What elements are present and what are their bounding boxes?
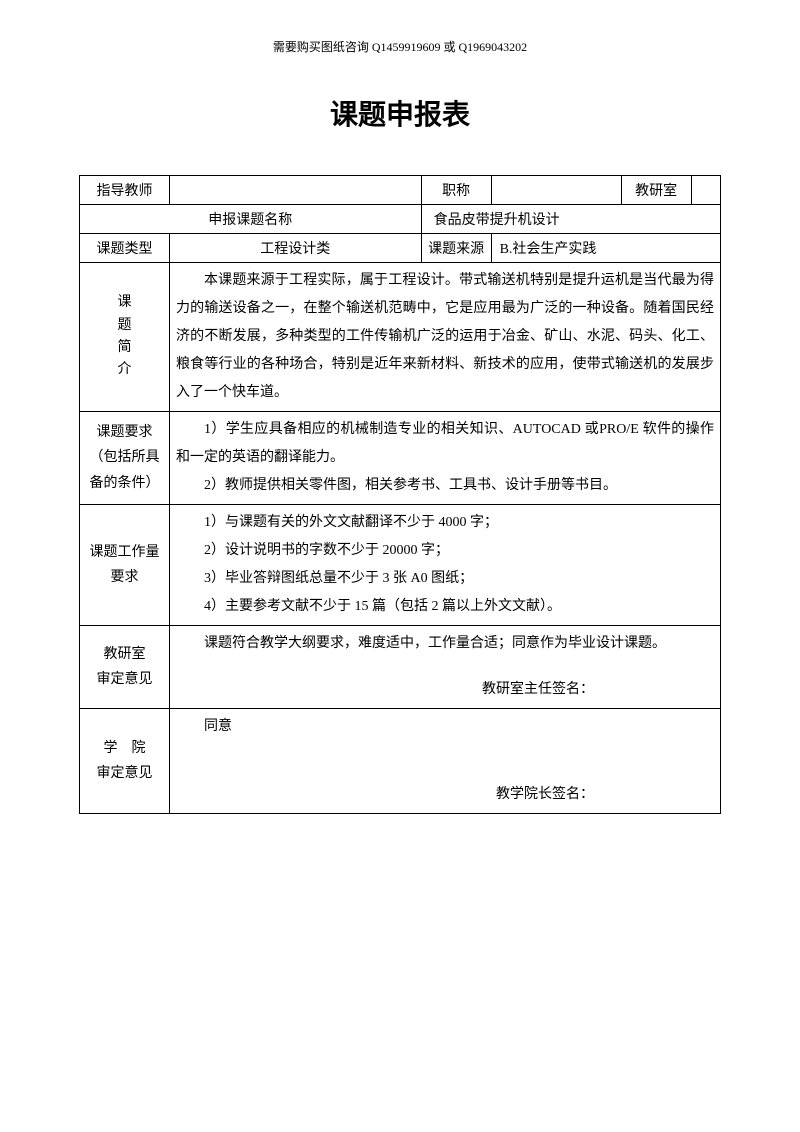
row-college-opinion: 学 院 审定意见 同意 教学院长签名： bbox=[80, 709, 721, 814]
form-title: 课题申报表 bbox=[0, 93, 800, 133]
value-office bbox=[691, 176, 720, 205]
label-workload: 课题工作量 要求 bbox=[80, 505, 170, 626]
value-instructor bbox=[170, 176, 422, 205]
label-char: 介 bbox=[86, 359, 163, 381]
college-signature: 教学院长签名： bbox=[176, 781, 714, 809]
application-form: 指导教师 职称 教研室 申报课题名称 食品皮带提升机设计 课题类型 工程设计类 … bbox=[79, 175, 721, 814]
value-topic-name: 食品皮带提升机设计 bbox=[421, 205, 720, 234]
workload-line-3: 3）毕业答辩图纸总量不少于 3 张 A0 图纸； bbox=[176, 565, 714, 593]
label-college-opinion: 学 院 审定意见 bbox=[80, 709, 170, 814]
content-requirements: 1）学生应具备相应的机械制造专业的相关知识、AUTOCAD 或PRO/E 软件的… bbox=[170, 412, 721, 505]
label-char: 题 bbox=[86, 315, 163, 337]
label-requirements: 课题要求 （包括所具 备的条件） bbox=[80, 412, 170, 505]
row-workload: 课题工作量 要求 1）与课题有关的外文文献翻译不少于 4000 字； 2）设计说… bbox=[80, 505, 721, 626]
row-requirements: 课题要求 （包括所具 备的条件） 1）学生应具备相应的机械制造专业的相关知识、A… bbox=[80, 412, 721, 505]
content-college-opinion: 同意 教学院长签名： bbox=[170, 709, 721, 814]
label-line: 学 院 bbox=[86, 736, 163, 761]
content-workload: 1）与课题有关的外文文献翻译不少于 4000 字； 2）设计说明书的字数不少于 … bbox=[170, 505, 721, 626]
value-topic-source: B.社会生产实践 bbox=[491, 234, 720, 263]
row-intro: 课 题 简 介 本课题来源于工程实际，属于工程设计。带式输送机特别是提升运机是当… bbox=[80, 263, 721, 412]
label-line: 备的条件） bbox=[86, 471, 163, 496]
row-office-opinion: 教研室 审定意见 课题符合教学大纲要求，难度适中，工作量合适；同意作为毕业设计课… bbox=[80, 626, 721, 709]
office-signature: 教研室主任签名： bbox=[176, 676, 714, 704]
label-instructor: 指导教师 bbox=[80, 176, 170, 205]
value-title-rank bbox=[491, 176, 621, 205]
workload-line-1: 1）与课题有关的外文文献翻译不少于 4000 字； bbox=[176, 509, 714, 537]
label-line: 课题工作量 bbox=[86, 540, 163, 565]
label-intro: 课 题 简 介 bbox=[80, 263, 170, 412]
label-topic-type: 课题类型 bbox=[80, 234, 170, 263]
label-topic-name: 申报课题名称 bbox=[80, 205, 422, 234]
label-line: 审定意见 bbox=[86, 761, 163, 786]
college-opinion-text: 同意 bbox=[176, 713, 714, 741]
label-title-rank: 职称 bbox=[421, 176, 491, 205]
row-topic-name: 申报课题名称 食品皮带提升机设计 bbox=[80, 205, 721, 234]
label-char: 简 bbox=[86, 337, 163, 359]
workload-line-2: 2）设计说明书的字数不少于 20000 字； bbox=[176, 537, 714, 565]
label-office: 教研室 bbox=[621, 176, 691, 205]
intro-text: 本课题来源于工程实际，属于工程设计。带式输送机特别是提升运机是当代最为得力的输送… bbox=[176, 267, 714, 407]
workload-line-4: 4）主要参考文献不少于 15 篇（包括 2 篇以上外文文献）。 bbox=[176, 593, 714, 621]
label-line: 课题要求 bbox=[86, 420, 163, 445]
req-line-1: 1）学生应具备相应的机械制造专业的相关知识、AUTOCAD 或PRO/E 软件的… bbox=[176, 416, 714, 472]
label-line: 教研室 bbox=[86, 642, 163, 667]
label-line: 审定意见 bbox=[86, 667, 163, 692]
req-line-2: 2）教师提供相关零件图，相关参考书、工具书、设计手册等书目。 bbox=[176, 472, 714, 500]
label-office-opinion: 教研室 审定意见 bbox=[80, 626, 170, 709]
content-intro: 本课题来源于工程实际，属于工程设计。带式输送机特别是提升运机是当代最为得力的输送… bbox=[170, 263, 721, 412]
label-topic-source: 课题来源 bbox=[421, 234, 491, 263]
value-topic-type: 工程设计类 bbox=[170, 234, 422, 263]
page-header: 需要购买图纸咨询 Q1459919609 或 Q1969043202 bbox=[0, 0, 800, 55]
row-topic-type: 课题类型 工程设计类 课题来源 B.社会生产实践 bbox=[80, 234, 721, 263]
row-instructor: 指导教师 职称 教研室 bbox=[80, 176, 721, 205]
content-office-opinion: 课题符合教学大纲要求，难度适中，工作量合适；同意作为毕业设计课题。 教研室主任签… bbox=[170, 626, 721, 709]
label-char: 课 bbox=[86, 292, 163, 314]
label-line: 要求 bbox=[86, 565, 163, 590]
office-opinion-text: 课题符合教学大纲要求，难度适中，工作量合适；同意作为毕业设计课题。 bbox=[176, 630, 714, 658]
label-line: （包括所具 bbox=[86, 445, 163, 470]
